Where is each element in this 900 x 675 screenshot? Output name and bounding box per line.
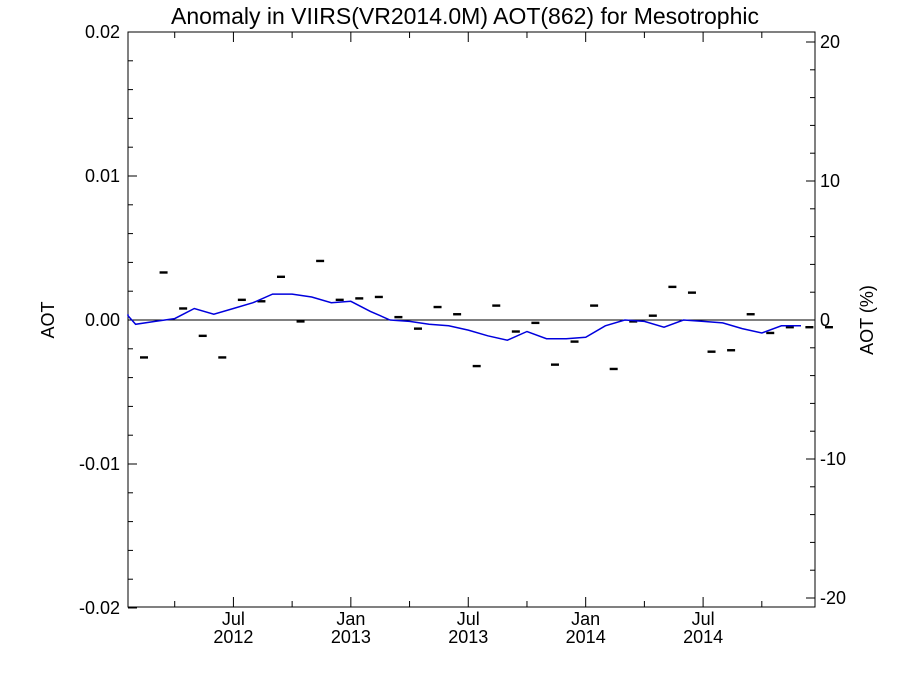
anomaly-line	[127, 293, 801, 341]
y-left-tick-label: 0.02	[85, 22, 120, 42]
monthly-dash-marker	[374, 295, 383, 299]
y-left-tick-label: -0.01	[79, 454, 120, 474]
monthly-dash-marker	[609, 367, 618, 371]
x-tick-label-year: 2014	[683, 627, 723, 647]
x-tick-label-year: 2013	[331, 627, 371, 647]
axes: 0.020.010.00-0.01-0.0220100-10-20Jul2012…	[79, 22, 846, 647]
monthly-dash-marker	[159, 271, 168, 274]
monthly-dash-marker	[355, 297, 364, 300]
x-tick-label-month: Jan	[571, 609, 600, 629]
monthly-dash-marker	[550, 363, 559, 366]
monthly-dash-marker	[316, 259, 325, 263]
chart-title: Anomaly in VIIRS(VR2014.0M) AOT(862) for…	[171, 3, 759, 29]
x-tick-label-month: Jul	[457, 609, 480, 629]
y-right-tick-label: -10	[820, 449, 846, 469]
x-tick-label-year: 2012	[213, 627, 253, 647]
series-layer	[127, 259, 833, 371]
y-right-tick-label: 20	[820, 32, 840, 52]
monthly-dash-marker	[629, 320, 638, 323]
y-axis-left-label: AOT	[38, 301, 58, 338]
y-right-tick-label: 0	[820, 310, 830, 330]
x-tick-label-year: 2013	[448, 627, 488, 647]
monthly-dash-marker	[433, 305, 442, 309]
monthly-dash-marker	[140, 356, 148, 359]
monthly-dash-marker	[531, 321, 540, 325]
x-tick-label-month: Jan	[336, 609, 365, 629]
monthly-dash-marker	[296, 320, 305, 323]
x-tick-label-month: Jul	[222, 609, 245, 629]
monthly-dash-marker	[218, 356, 227, 359]
x-tick-label-year: 2014	[566, 627, 606, 647]
monthly-dash-marker	[492, 304, 501, 307]
monthly-dash-marker	[590, 304, 599, 307]
monthly-dash-marker	[257, 300, 266, 303]
monthly-dash-marker	[335, 298, 344, 302]
monthly-dash-marker	[785, 326, 794, 329]
y-left-tick-label: -0.02	[79, 598, 120, 618]
monthly-dash-marker	[511, 330, 520, 333]
monthly-dash-marker	[805, 326, 814, 329]
monthly-dash-marker	[707, 350, 716, 353]
monthly-dash-marker	[668, 285, 677, 289]
y-axis-right-label: AOT (%)	[857, 285, 877, 355]
monthly-dash-marker	[727, 349, 736, 352]
y-left-tick-label: 0.00	[85, 310, 120, 330]
monthly-dash-marker	[276, 275, 285, 278]
y-right-tick-label: 10	[820, 171, 840, 191]
monthly-dash-marker	[687, 291, 696, 294]
monthly-dash-marker	[648, 314, 657, 317]
monthly-dash-marker	[198, 334, 207, 338]
monthly-dash-marker	[394, 315, 403, 319]
y-left-tick-label: 0.01	[85, 166, 120, 186]
monthly-dash-marker	[824, 326, 833, 329]
monthly-dash-marker	[570, 340, 579, 343]
monthly-dash-marker	[472, 364, 481, 368]
monthly-dash-marker	[766, 331, 775, 335]
monthly-dash-marker	[453, 313, 462, 316]
monthly-dash-marker	[746, 313, 755, 316]
y-right-tick-label: -20	[820, 588, 846, 608]
monthly-dash-marker	[179, 307, 188, 310]
monthly-dash-marker	[413, 327, 422, 330]
monthly-dash-marker	[237, 298, 246, 302]
x-tick-label-month: Jul	[692, 609, 715, 629]
